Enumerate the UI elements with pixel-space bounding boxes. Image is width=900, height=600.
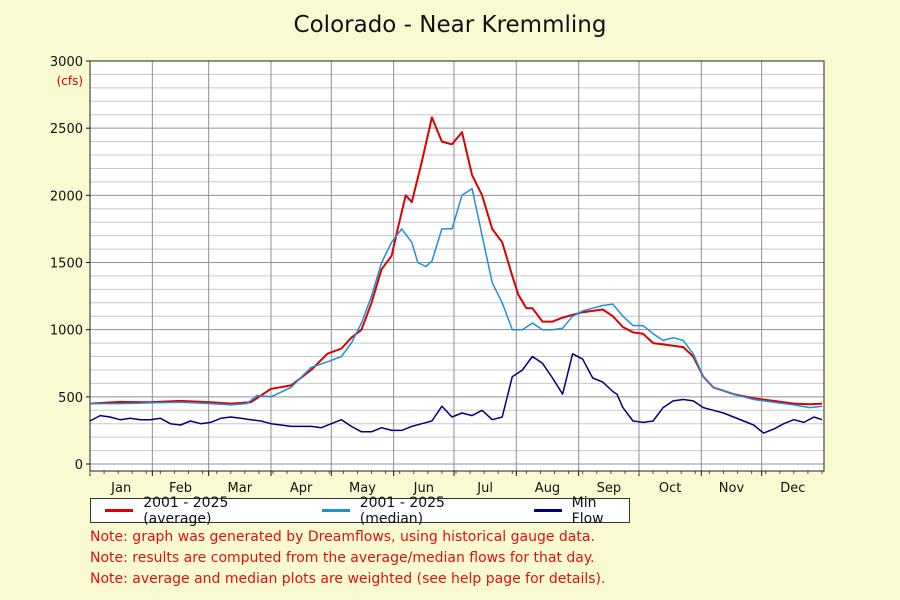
note-line: Note: average and median plots are weigh… [90,571,606,587]
x-tick-label: Dec [780,481,805,496]
series-line-median [90,187,823,409]
y-tick-label: 3000 [50,55,83,70]
legend-item-average: 2001 - 2025 (average) [105,495,292,527]
series-line-average [89,116,823,406]
legend-label-min-flow: Min Flow [571,494,604,527]
notes: Note: graph was generated by Dreamflows,… [90,527,605,590]
axes [86,60,825,476]
y-tick-label: 1000 [50,324,83,339]
grid-lines [90,60,824,471]
series-line-min-flow [89,353,823,434]
legend-label-median: 2001 - 2025 (median) [359,494,445,527]
note-line: Note: graph was generated by Dreamflows,… [90,529,595,545]
note-line: Note: results are computed from the aver… [90,550,595,566]
legend-swatch-median [321,509,350,512]
y-tick-label: 2000 [50,189,83,204]
plot-background [90,61,824,471]
x-tick-label: Nov [719,481,745,496]
x-tick-label: Oct [659,481,681,496]
x-tick-label: Sep [597,481,622,496]
x-tick-label: Jun [413,481,434,496]
legend-swatch-min-flow [533,509,562,512]
legend: 2001 - 2025 (average) 2001 - 2025 (media… [90,495,630,527]
y-tick-label: 2500 [50,122,83,137]
tick-labels: 0 500 1000 1500 2000 2500 3000 Jan Feb Mar Apr May J… [50,55,806,496]
y-tick-label: 500 [58,391,83,406]
legend-item-min-flow: Min Flow [533,494,629,527]
legend-label-average: 2001 - 2025 (average) [143,494,229,527]
y-tick-label: 0 [75,458,83,473]
legend-swatch-average [105,509,134,512]
legend-item-median: 2001 - 2025 (median) [321,494,504,527]
x-tick-label: Jul [476,481,493,496]
x-tick-label: Feb [169,481,192,496]
x-tick-label: Mar [228,481,253,496]
x-tick-label: Jan [110,481,131,496]
y-unit-label: (cfs) [57,74,83,88]
x-tick-label: Aug [535,481,560,496]
x-tick-label: May [349,481,376,496]
series-lines [89,116,823,434]
chart-title: Colorado - Near Kremmling [293,12,607,38]
x-tick-label: Apr [290,481,313,496]
y-tick-label: 1500 [50,257,83,272]
plot-border [89,60,825,472]
